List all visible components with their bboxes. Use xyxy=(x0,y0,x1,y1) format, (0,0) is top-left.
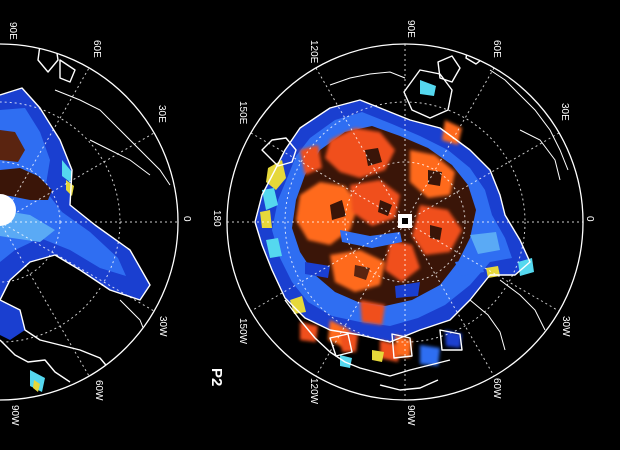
right-polar-panel xyxy=(227,44,583,400)
left-label-90e: 90E xyxy=(7,22,18,40)
latitude-circle-80 xyxy=(344,161,466,283)
archipelago-islands-b xyxy=(391,333,413,359)
label-150e: 150E xyxy=(237,101,248,125)
ice-thickness-brown xyxy=(330,148,442,280)
labrador-shore xyxy=(499,279,546,331)
longitude-labels: 90E 60E 120E 30E 150E 0 180 30W 150W 60W… xyxy=(211,20,595,426)
label-30w: 30W xyxy=(560,316,571,337)
left-ice-field xyxy=(0,88,150,392)
left-label-60w: 60W xyxy=(93,380,104,401)
left-label-60e: 60E xyxy=(91,40,102,58)
coastlines xyxy=(254,44,569,391)
label-120w: 120W xyxy=(308,378,319,405)
label-60e: 60E xyxy=(491,40,502,58)
main-panel-outer-circle xyxy=(226,43,584,401)
left-panel-outer-circle xyxy=(0,43,179,401)
panel-label: P2 xyxy=(208,368,225,386)
franz-josef-coast xyxy=(465,44,487,65)
latitude-circle-70 xyxy=(284,101,526,343)
ice-thin-blue-streaks xyxy=(305,230,500,298)
label-30e: 30E xyxy=(559,103,570,121)
archipelago-islands-c xyxy=(439,329,463,351)
svalbard-coast xyxy=(437,55,461,83)
north-pole-marker xyxy=(398,214,412,228)
meridian-150e-30w xyxy=(250,132,560,312)
meridian-120e-60w xyxy=(315,67,495,377)
left-coastlines xyxy=(0,44,171,383)
label-90w: 90W xyxy=(405,405,416,426)
label-0: 0 xyxy=(584,216,595,222)
left-label-90w: 90W xyxy=(9,405,20,426)
left-label-0: 0 xyxy=(181,216,192,222)
sea-ice-field xyxy=(255,80,534,368)
alaska-coast xyxy=(261,137,297,167)
baffin-shore xyxy=(469,299,506,351)
archipelago-islands-a xyxy=(329,333,353,357)
siberia-shore xyxy=(329,71,406,86)
label-180: 180 xyxy=(211,210,222,227)
scandinavia-shore xyxy=(519,129,561,181)
left-label-30e: 30E xyxy=(156,105,167,123)
label-120e: 120E xyxy=(308,40,319,64)
left-pole-hole xyxy=(0,194,16,226)
north-america-coast xyxy=(284,299,451,377)
left-polar-panel xyxy=(0,44,178,392)
left-label-30w: 30W xyxy=(157,316,168,337)
label-60w: 60W xyxy=(491,378,502,399)
meridian-30e-150w xyxy=(250,132,560,312)
hudson-shore xyxy=(379,379,439,391)
graticule xyxy=(227,44,583,400)
label-150w: 150W xyxy=(237,318,248,345)
meridian-60e-120w xyxy=(315,67,495,377)
left-graticule xyxy=(0,67,178,377)
label-90e: 90E xyxy=(405,20,416,38)
ice-edge-fringe xyxy=(260,80,534,368)
eurasia-shore xyxy=(489,69,569,171)
left-panel-labels: 90E 60E 30E 0 30W 60W 90W xyxy=(7,22,192,426)
